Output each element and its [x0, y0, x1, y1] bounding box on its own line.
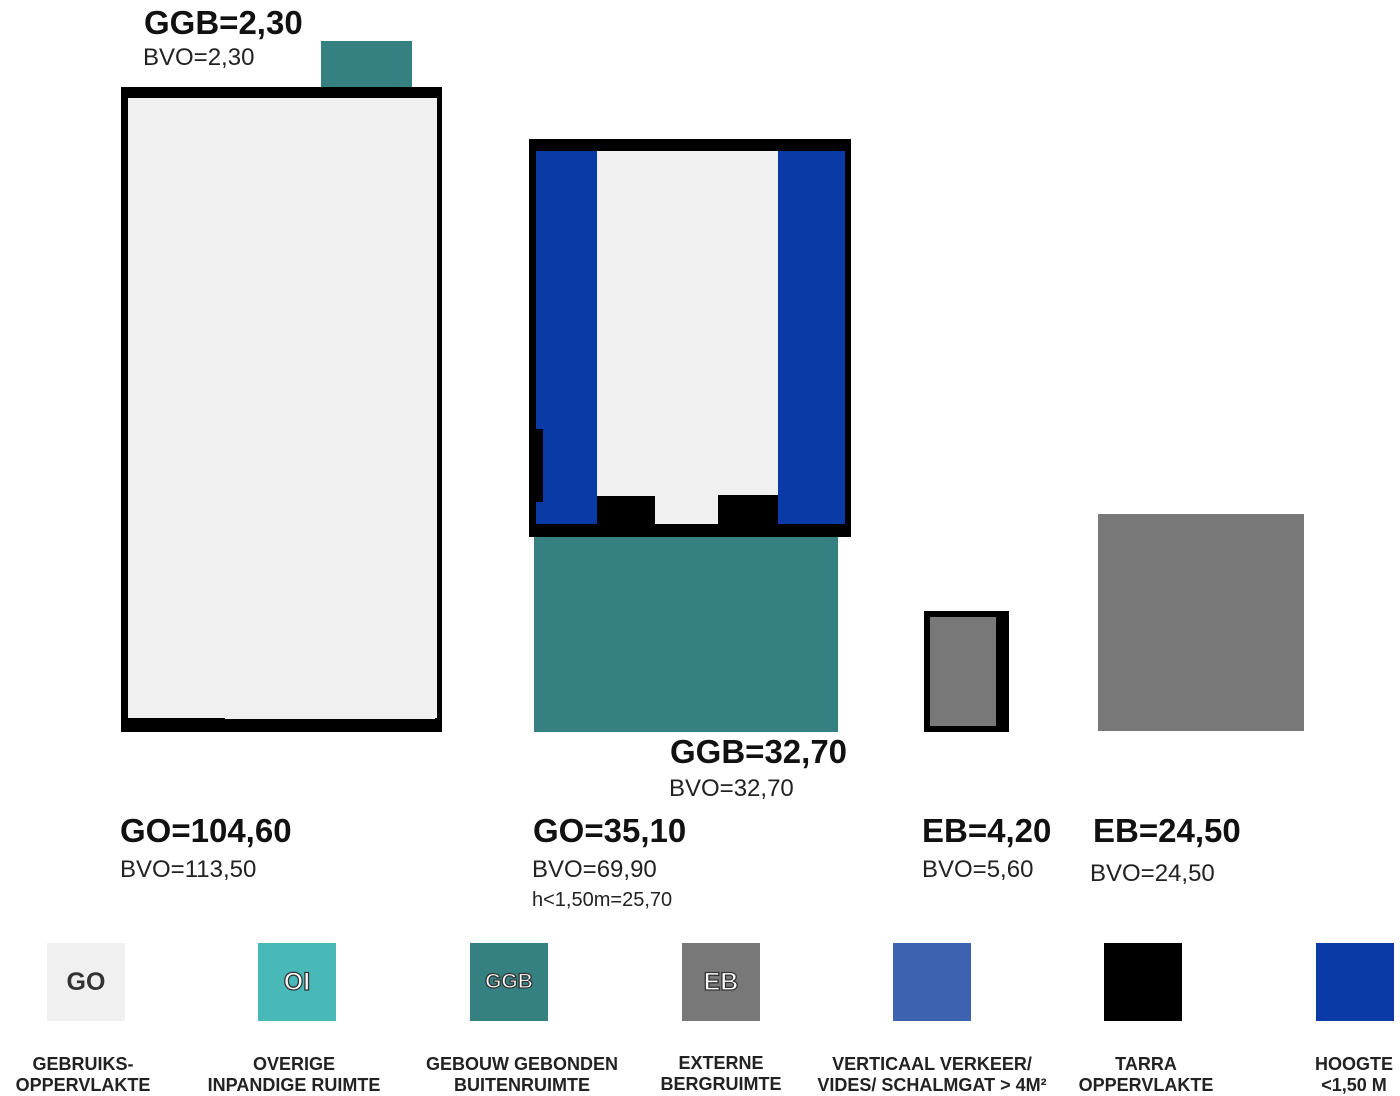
- go-mid-area: [529, 139, 851, 537]
- eb-small-inner: [930, 617, 996, 726]
- tarra-block-right: [718, 495, 778, 524]
- go-mid-height-note: h<1,50m=25,70: [532, 889, 673, 911]
- legend-label-hoogte: HOOGTE <1,50 M: [1314, 1054, 1393, 1095]
- legend-label-eb: EXTERNE BERGRUIMTE: [660, 1053, 782, 1094]
- legend-label-go: GEBRUIKS- OPPERVLAKTE: [15, 1054, 151, 1095]
- legend-code-go: GO: [66, 967, 106, 996]
- go-left-floor-gap: [225, 714, 435, 719]
- legend-label-verticaal-verkeer: VERTICAAL VERKEER/ VIDES/ SCHALMGAT > 4M…: [817, 1054, 1047, 1095]
- legend-label-ggb: GEBOUW GEBONDEN BUITENRUIMTE: [425, 1054, 618, 1095]
- legend-swatch-eb: EB: [682, 943, 760, 1021]
- eb-small-title: EB=4,20: [922, 812, 1052, 849]
- eb-big-title: EB=24,50: [1093, 812, 1241, 849]
- eb-small-area: [924, 611, 1009, 732]
- ggb-top-title: GGB=2,30: [144, 4, 303, 41]
- tarra-block-left: [597, 496, 655, 524]
- legend-swatch-tarra: [1104, 943, 1182, 1021]
- legend-swatch-hoogte: [1316, 943, 1394, 1021]
- go-mid-bvo: BVO=69,90: [532, 856, 657, 883]
- eb-big-area: [1098, 514, 1304, 731]
- ggb-mid-area: [534, 537, 838, 732]
- legend-swatch-verticaal-verkeer: [893, 943, 971, 1021]
- legend-label-oi: OVERIGE INPANDIGE RUIMTE: [207, 1054, 381, 1095]
- eb-big-bvo: BVO=24,50: [1090, 860, 1215, 887]
- go-left-title: GO=104,60: [120, 812, 292, 849]
- ggb-top-area: [321, 41, 412, 87]
- ggb-top-bvo: BVO=2,30: [143, 44, 255, 71]
- legend-swatch-go: GO: [47, 943, 125, 1021]
- tarra-left-notch: [536, 429, 543, 502]
- legend-swatch-ggb: GGB: [470, 943, 548, 1021]
- legend-code-oi: OI: [283, 967, 311, 996]
- go-left-bvo: BVO=113,50: [120, 856, 257, 883]
- ggb-mid-title: GGB=32,70: [670, 733, 848, 770]
- hoogte-band-right: [778, 151, 845, 524]
- go-left-inner: [128, 98, 437, 718]
- eb-small-bvo: BVO=5,60: [922, 856, 1034, 883]
- go-mid-title: GO=35,10: [533, 812, 687, 849]
- hoogte-band-left: [536, 151, 597, 524]
- legend-code-eb: EB: [703, 967, 739, 996]
- legend-label-tarra: TARRA OPPERVLAKTE: [1078, 1054, 1214, 1095]
- go-left-area: [121, 87, 442, 732]
- legend-code-ggb: GGB: [484, 969, 533, 993]
- legend-swatch-oi: OI: [258, 943, 336, 1021]
- ggb-mid-bvo: BVO=32,70: [669, 775, 794, 802]
